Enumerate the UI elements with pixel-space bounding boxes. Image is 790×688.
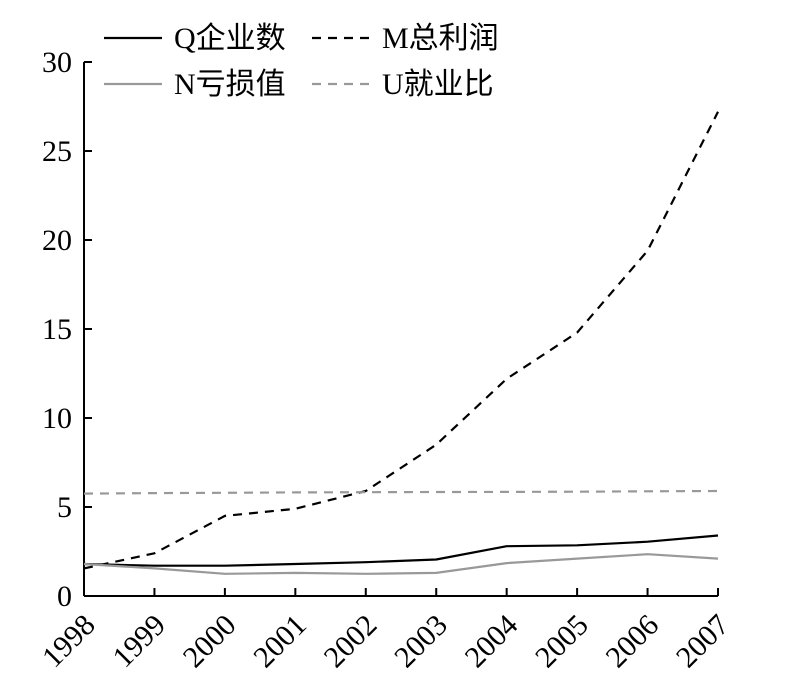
y-tick-label: 30 (42, 46, 72, 79)
y-tick-label: 25 (42, 135, 72, 168)
x-tick-label: 2007 (670, 608, 736, 674)
y-tick-label: 20 (42, 224, 72, 257)
series-line-2 (83, 553, 719, 575)
legend-label-3: U就业比 (382, 68, 494, 101)
series-line-3 (83, 489, 719, 495)
x-tick-label: 2004 (459, 608, 525, 674)
legend-label-2: N亏损值 (174, 68, 286, 101)
x-tick-label: 1999 (106, 608, 172, 674)
y-tick-label: 15 (42, 313, 72, 346)
y-tick-label: 0 (57, 580, 72, 613)
y-tick-label: 10 (42, 402, 72, 435)
legend-label-0: Q企业数 (174, 22, 286, 55)
legend-label-1: M总利润 (382, 22, 499, 55)
y-tick-label: 5 (57, 491, 72, 524)
x-tick-label: 2003 (388, 608, 454, 674)
x-tick-label: 2002 (318, 608, 384, 674)
x-tick-label: 2000 (177, 608, 243, 674)
series-line-1 (83, 111, 719, 570)
x-tick-label: 1998 (36, 608, 102, 674)
series-line-0 (83, 534, 719, 567)
axes: 0 5 10 15 20 25 30 1998 1999 2000 2001 2002 2003 2004… (36, 46, 736, 674)
x-tick-label: 2006 (599, 608, 665, 674)
x-tick-label: 2001 (247, 608, 313, 674)
legend: Q企业数 M总利润 N亏损值 U就业比 (104, 22, 499, 101)
series-group (83, 111, 719, 575)
x-tick-label: 2005 (529, 608, 595, 674)
